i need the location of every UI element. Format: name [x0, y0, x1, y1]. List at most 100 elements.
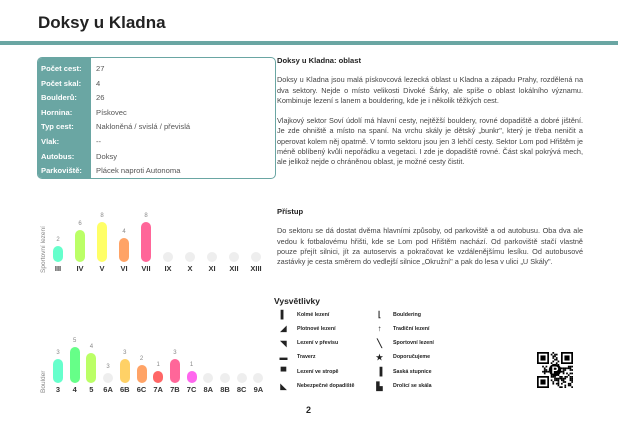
bar — [163, 252, 173, 262]
legend-label: Traverz — [297, 354, 316, 361]
crumbly-rock-icon: ▙ — [376, 381, 383, 391]
data-label: 3 — [56, 350, 60, 356]
bar — [69, 347, 80, 383]
slab-icon: ◢ — [280, 324, 287, 334]
tick-label: 4 — [72, 385, 77, 394]
legend-label: Sportovní lezení — [393, 340, 434, 347]
bar — [251, 252, 261, 262]
tick-label: 8A — [203, 385, 214, 394]
tick-label: IX — [164, 264, 172, 273]
legend: Vysvětlivky ▌ Kolmé lezení ◢ Plotnové lezen… — [274, 296, 514, 391]
data-label: 3 — [173, 350, 177, 356]
bar — [141, 222, 151, 262]
tick-label: XII — [229, 264, 239, 273]
data-label: 5 — [73, 338, 77, 344]
traverse-icon: ▬ — [279, 352, 288, 362]
area-paragraph-1: Doksy u Kladna jsou malá pískovcová leze… — [277, 75, 583, 105]
bar — [97, 222, 107, 262]
data-label: 4 — [89, 344, 94, 350]
bar — [75, 230, 85, 262]
legend-label: Tradiční lezení — [393, 325, 430, 332]
access-section: Přístup Do sektoru se dá dostat dvěma hl… — [277, 207, 583, 277]
info-label: Počet cest: — [41, 64, 82, 73]
info-value: Plácek naproti Autonoma — [96, 166, 181, 176]
data-label: 2 — [139, 356, 144, 362]
vertical-wall-icon: ▌ — [280, 310, 287, 319]
data-label: 8 — [144, 213, 148, 219]
data-label: 6 — [78, 221, 82, 227]
dangerous-landing-icon: ◣ — [280, 381, 287, 391]
tick-label: 7B — [170, 385, 180, 394]
info-box: Počet cest: Počet skal: Boulderů: Hornina: T… — [37, 57, 276, 179]
legend-item: ▬ Traverz — [279, 353, 316, 362]
legend-item: ↑ Tradiční lezení — [375, 324, 430, 333]
bar — [53, 246, 63, 262]
tick-label: 7C — [186, 385, 197, 394]
info-value: 4 — [96, 78, 101, 88]
legend-label: Plotnové lezení — [297, 325, 336, 332]
legend-item: ⌊ Bouldering — [375, 310, 421, 319]
info-label: Počet skal: — [41, 78, 82, 88]
tick-label: 6C — [136, 385, 147, 394]
info-value: Pískovec — [96, 107, 127, 117]
tick-label: III — [54, 264, 62, 273]
bar — [153, 371, 164, 383]
legend-label: Saská stupnice — [393, 368, 432, 375]
access-paragraph: Do sektoru se dá dostat dvěma hlavními z… — [277, 226, 583, 267]
area-paragraph-2: Vlajkový sektor Soví údolí má hlavní ces… — [277, 116, 583, 167]
boulder-chart-ylabel: Boulder — [40, 370, 47, 393]
legend-title: Vysvětlivky — [274, 296, 320, 306]
tick-label: 3 — [55, 385, 61, 394]
data-label: 1 — [189, 362, 194, 368]
sport-icon: ╲ — [377, 338, 382, 348]
info-label: Autobus: — [41, 151, 75, 161]
sport-chart: Sportovní lezení 2 III 6 IV 8 V 4 VI 8 VII IX X XI XI… — [36, 200, 276, 280]
tick-label: 8C — [236, 385, 247, 394]
legend-item: ★ Doporučujeme — [375, 353, 430, 362]
bar — [207, 252, 217, 262]
roof-icon: ▀ — [280, 367, 287, 377]
bar — [119, 359, 130, 383]
star-icon: ★ — [375, 352, 384, 362]
data-label: 1 — [156, 362, 160, 368]
data-label: 2 — [56, 237, 60, 243]
page-number: 2 — [306, 405, 312, 415]
legend-label: Lezení ve stropě — [297, 368, 339, 375]
bar — [253, 373, 264, 383]
info-label: Parkoviště: — [41, 166, 82, 176]
legend-item: ◣ Nebezpečné dopadiště — [279, 382, 354, 391]
bar — [86, 353, 97, 383]
boulder-chart: Boulder 3 3 5 4 4 5 3 6A 3 6B 2 6C 1 7A 3 7B 1 7C 8A 8B 8C 9A — [36, 330, 276, 400]
bar — [169, 359, 180, 383]
info-value: Doksy — [96, 151, 118, 161]
info-value: Nakloněná / svislá / převislá — [96, 122, 191, 132]
legend-label: Bouldering — [393, 311, 421, 318]
tick-label: 8B — [220, 385, 230, 394]
bar — [103, 373, 114, 383]
tick-label: IV — [76, 264, 84, 273]
tick-label: VII — [141, 264, 151, 273]
bar — [236, 373, 247, 383]
bar — [136, 365, 147, 383]
bar — [119, 238, 129, 262]
data-label: 3 — [123, 350, 127, 356]
data-label: 4 — [122, 229, 126, 235]
info-value: 27 — [96, 64, 105, 73]
saxon-scale-icon: ▐ — [376, 367, 383, 377]
legend-label: Lezení v převisu — [297, 340, 339, 347]
legend-item: ◥ Lezení v převisu — [279, 339, 338, 348]
bar — [203, 373, 214, 383]
data-label: 3 — [106, 364, 110, 370]
legend-item: ▐ Saská stupnice — [375, 367, 432, 376]
title-divider — [0, 41, 618, 45]
trad-icon: ↑ — [377, 324, 382, 334]
page-title: Doksy u Kladna — [38, 13, 166, 32]
legend-label: Drolící se skála — [393, 383, 432, 389]
info-label: Boulderů: — [41, 93, 77, 103]
tick-label: 7A — [153, 385, 163, 394]
bar — [185, 252, 195, 262]
tick-label: 9A — [253, 385, 264, 394]
legend-label: Doporučujeme — [393, 354, 431, 361]
tick-label: X — [187, 264, 193, 273]
bar — [220, 373, 230, 383]
